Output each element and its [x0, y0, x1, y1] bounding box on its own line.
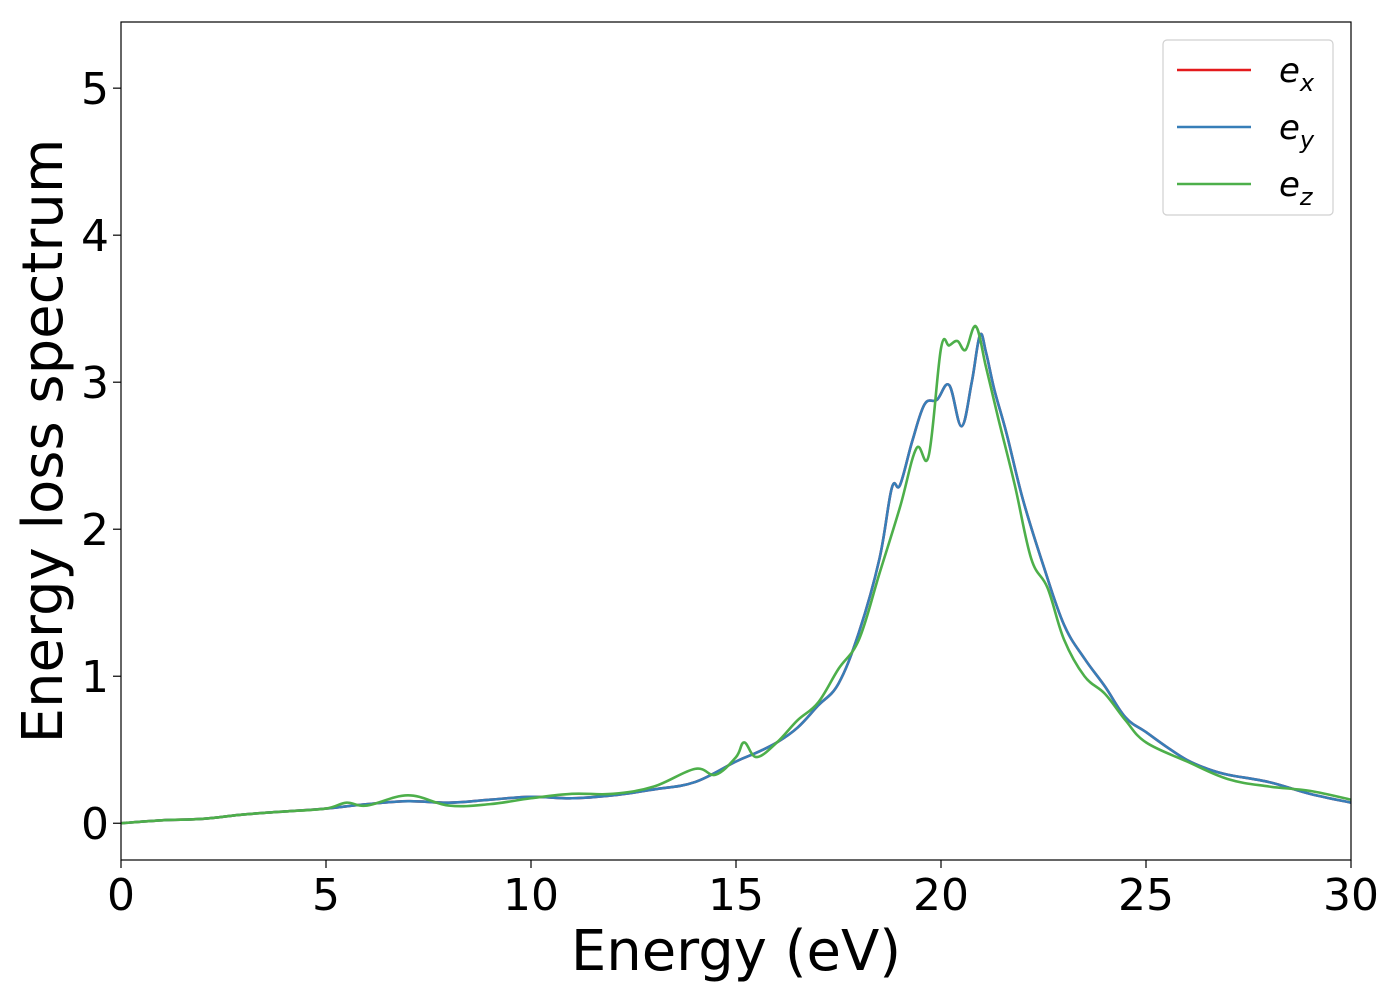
y-tick-label: 0 — [81, 799, 109, 850]
x-tick-label: 25 — [1118, 870, 1174, 921]
x-tick-label: 20 — [913, 870, 969, 921]
y-tick-label: 3 — [81, 358, 109, 409]
x-tick-label: 30 — [1323, 870, 1379, 921]
x-tick-label: 0 — [107, 870, 135, 921]
y-tick-label: 2 — [81, 505, 109, 556]
x-tick-label: 10 — [503, 870, 559, 921]
y-tick-label: 5 — [81, 64, 109, 115]
series-line-ey — [121, 332, 1351, 825]
series-layer — [121, 325, 1351, 825]
series-line-ex — [121, 332, 1351, 825]
series-line-ez — [121, 325, 1351, 825]
x-axis-label: Energy (eV) — [571, 919, 901, 984]
y-axis-label: Energy loss spectrum — [11, 139, 76, 744]
x-tick-label: 15 — [708, 870, 764, 921]
legend-entry-ez: ez — [1279, 165, 1314, 211]
ticks-layer: 0 5 10 15 20 25 30 0 1 2 3 4 5 — [81, 64, 1379, 921]
x-tick-label: 5 — [312, 870, 340, 921]
y-tick-label: 1 — [81, 652, 109, 703]
legend: ex ey ez — [1162, 39, 1334, 216]
legend-entry-ex: ex — [1279, 51, 1315, 97]
y-tick-label: 4 — [81, 211, 109, 262]
legend-entry-ey: ey — [1279, 108, 1315, 154]
